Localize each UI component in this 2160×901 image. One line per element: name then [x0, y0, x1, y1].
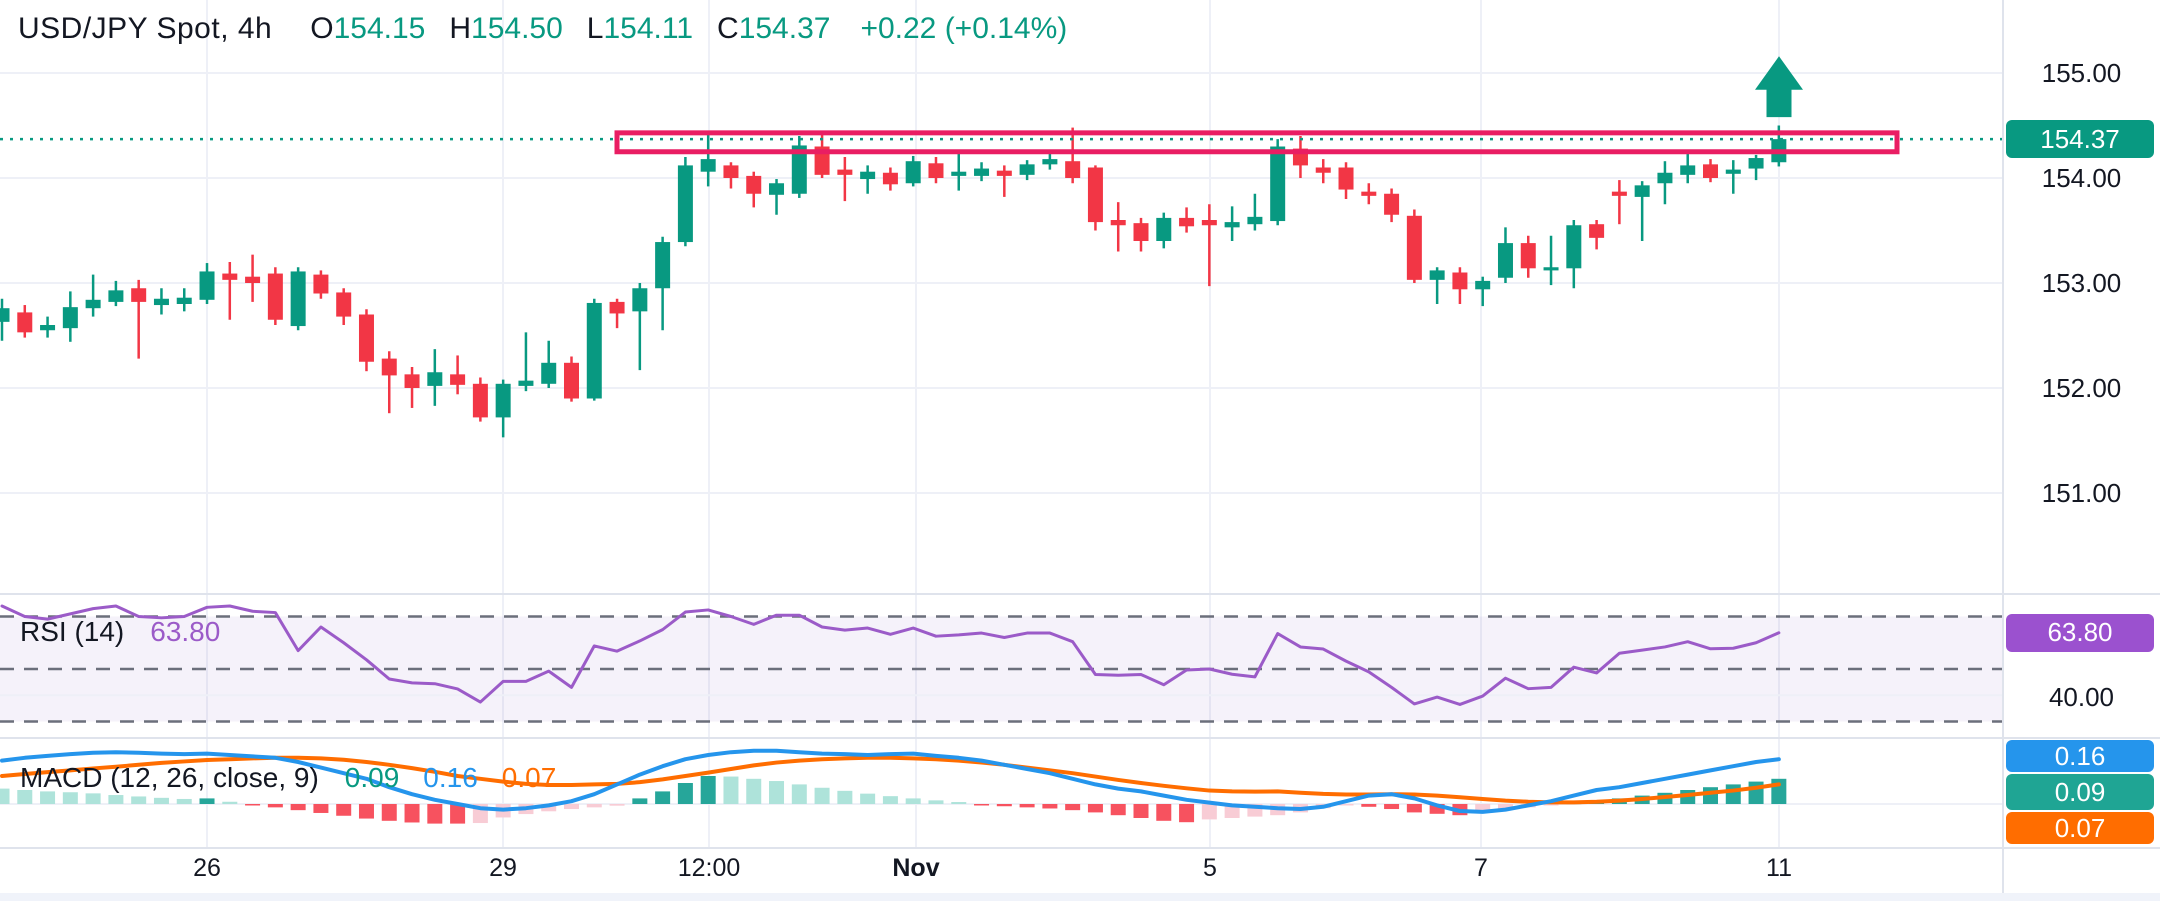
macd-line-badge: 0.16	[2006, 740, 2154, 772]
rsi-value: 63.80	[150, 616, 221, 647]
time-axis-label: 7	[1474, 854, 1488, 882]
macd-legend: MACD (12, 26, close, 9) 0.09 0.16 0.07	[20, 762, 580, 794]
time-axis-label: 11	[1766, 854, 1792, 882]
ohlc-close: C154.37	[717, 12, 831, 45]
time-axis[interactable]: 26 29 12:00 Nov 5 7 11	[0, 848, 2003, 893]
rsi-title: RSI (14)	[20, 616, 125, 647]
symbol-legend: USD/JPY Spot, 4h O154.15 H154.50 L154.11…	[18, 12, 1067, 46]
rsi-badge: 63.80	[2006, 613, 2154, 652]
price-axis-label: 154.00	[2041, 163, 2122, 193]
price-axis[interactable]: 155.00 154.00 153.00 152.00 151.00 40.00	[2003, 0, 2160, 893]
last-price-badge: 154.37	[2006, 120, 2154, 159]
macd-hist-badge: 0.09	[2006, 774, 2154, 810]
macd-signal-badge: 0.07	[2006, 812, 2154, 844]
time-axis-label: Nov	[892, 854, 940, 882]
ohlc-high: H154.50	[449, 12, 563, 45]
price-axis-label: 155.00	[2041, 58, 2122, 88]
rsi-axis-label: 40.00	[2048, 682, 2115, 713]
price-axis-label: 151.00	[2041, 478, 2122, 508]
rsi-legend: RSI (14) 63.80	[20, 616, 244, 648]
time-axis-label: 5	[1203, 854, 1217, 882]
macd-title: MACD (12, 26, close, 9)	[20, 762, 319, 793]
macd-line-value: 0.16	[423, 762, 478, 793]
time-axis-label: 26	[193, 854, 221, 882]
macd-hist-value: 0.09	[344, 762, 400, 793]
macd-signal-value: 0.07	[501, 762, 557, 793]
price-change: +0.22 (+0.14%)	[860, 12, 1068, 45]
ohlc-low: L154.11	[586, 12, 694, 45]
time-axis-label: 29	[489, 854, 517, 882]
symbol-title: USD/JPY Spot, 4h	[18, 12, 273, 45]
ohlc-open: O154.15	[310, 12, 426, 45]
price-axis-label: 152.00	[2041, 373, 2122, 403]
time-axis-label: 12:00	[677, 854, 741, 882]
price-axis-label: 153.00	[2041, 268, 2122, 298]
